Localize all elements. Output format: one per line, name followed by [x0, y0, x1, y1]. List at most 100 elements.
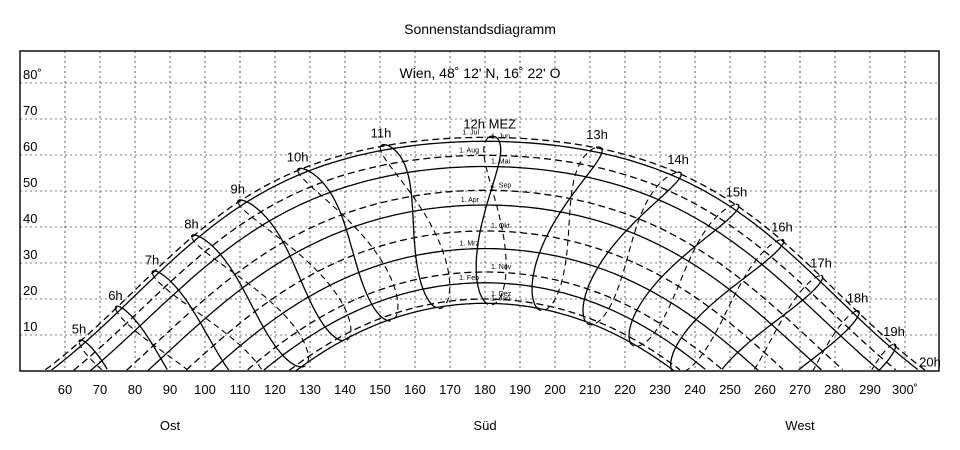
hour-curve	[483, 137, 507, 306]
y-tick-label: 10	[23, 319, 37, 334]
hour-curve	[798, 310, 860, 371]
hour-curve	[237, 199, 343, 342]
hour-label: 19h	[883, 324, 905, 339]
date-label: 1. Okt	[491, 223, 510, 230]
date-curves	[44, 136, 927, 372]
direction-label: West	[785, 418, 815, 433]
hour-curve	[670, 238, 785, 369]
date-curve	[247, 271, 725, 372]
hour-label: 14h	[667, 152, 689, 167]
x-tick-label: 270	[789, 382, 811, 397]
date-labels: 1. Jan 1. Feb 1. Mrz 1. Apr 1. Mai 1. Jun 1. J…	[459, 129, 512, 302]
hour-label: 7h	[145, 252, 159, 267]
x-tick-label: 190	[509, 382, 531, 397]
x-tick-label: 100	[194, 382, 216, 397]
hour-curve	[151, 273, 263, 371]
hour-label: 13h	[586, 127, 608, 142]
x-tick-label: 80	[128, 382, 142, 397]
x-tick-label: 290	[859, 382, 881, 397]
x-tick-label: 200	[544, 382, 566, 397]
x-tick-label: 120	[264, 382, 286, 397]
hour-curve	[536, 147, 596, 312]
hour-label: 8h	[184, 217, 198, 232]
hour-curve	[78, 342, 103, 371]
hour-curve	[475, 135, 502, 304]
y-tick-label: 30	[23, 247, 37, 262]
date-label: 1. Mai	[491, 159, 511, 166]
date-curve	[185, 230, 784, 371]
hour-curve	[686, 239, 781, 371]
date-label: 1. Jun	[491, 133, 510, 140]
x-axis-ticks: 60 70 80 90 100 110 120 130 140 150 160 170 180 190 20…	[58, 382, 918, 397]
x-tick-label: 240	[684, 382, 706, 397]
hour-curve	[871, 343, 894, 370]
hour-label: 5h	[72, 321, 86, 336]
x-tick-label: 210	[579, 382, 601, 397]
x-tick-label: 280	[824, 382, 846, 397]
x-tick-label: 220	[614, 382, 636, 397]
date-label: 1. Sep	[491, 182, 511, 189]
x-tick-label: 90	[163, 382, 177, 397]
date-curve	[89, 165, 880, 372]
hour-curve	[628, 203, 740, 343]
hour-label: 9h	[231, 181, 245, 196]
hour-curve	[151, 270, 230, 371]
hour-labels: 5h 6h 7h 8h 9h 10h 11h 12h MEZ 13h 14h 15h 16h 17h 18…	[72, 117, 941, 370]
direction-label: Süd	[473, 418, 496, 433]
date-curve	[295, 302, 674, 372]
x-tick-label: 160	[404, 382, 426, 397]
hour-label: 20h	[919, 354, 941, 369]
hour-label: 17h	[810, 255, 832, 270]
y-tick-label: 60	[23, 139, 37, 154]
date-curve	[263, 282, 706, 371]
y-tick-label: 50	[23, 175, 37, 190]
y-tick-label: 70	[23, 103, 37, 118]
hour-curve	[629, 204, 736, 347]
x-tick-label: 260	[754, 382, 776, 397]
direction-labels: Ost Süd West	[160, 418, 815, 433]
x-tick-label: 110	[230, 382, 251, 397]
chart-title: Sonnenstandsdiagramm	[404, 21, 556, 37]
y-tick-label: 20	[23, 283, 37, 298]
date-label: 1. Aug	[459, 147, 479, 154]
hour-curve	[753, 275, 820, 371]
date-curve	[147, 204, 822, 371]
x-tick-label: 60	[58, 382, 72, 397]
hour-label: 10h	[287, 150, 309, 165]
hour-curve	[379, 146, 451, 310]
hour-curve	[190, 234, 302, 368]
x-tick-label: 140	[334, 382, 356, 397]
hour-label: 6h	[108, 288, 122, 303]
x-tick-label: 70	[93, 382, 107, 397]
hour-curve	[237, 202, 352, 342]
x-tick-label: 300˚	[892, 382, 918, 397]
date-label: 1. Jan	[491, 295, 510, 302]
x-tick-label: 250	[719, 382, 741, 397]
x-tick-label: 170	[439, 382, 461, 397]
x-tick-label: 130	[299, 382, 321, 397]
date-label: 1. Mrz	[460, 241, 480, 248]
x-tick-label: 180	[474, 382, 496, 397]
hour-label: 12h MEZ	[463, 117, 516, 132]
date-label: 1. Nov	[491, 264, 512, 271]
hour-label: 18h	[847, 291, 869, 306]
hour-curves	[78, 135, 897, 371]
date-curve	[288, 298, 681, 371]
date-label: 1. Dez	[491, 291, 512, 298]
hour-curve	[878, 343, 897, 371]
hour-curve	[721, 274, 824, 370]
date-label: 1. Feb	[459, 275, 479, 282]
direction-label: Ost	[160, 418, 181, 433]
hour-label: 11h	[371, 126, 392, 141]
date-label: 1. Jul	[462, 129, 479, 136]
hour-curve	[812, 310, 857, 371]
plot-frame	[19, 50, 940, 372]
date-label: 1. Apr	[461, 197, 480, 204]
hour-curve	[670, 368, 673, 371]
hour-curve	[191, 237, 309, 368]
date-curve	[44, 136, 927, 372]
hour-curve	[78, 339, 108, 370]
hour-label: 16h	[771, 219, 793, 234]
hour-curve	[114, 305, 168, 371]
